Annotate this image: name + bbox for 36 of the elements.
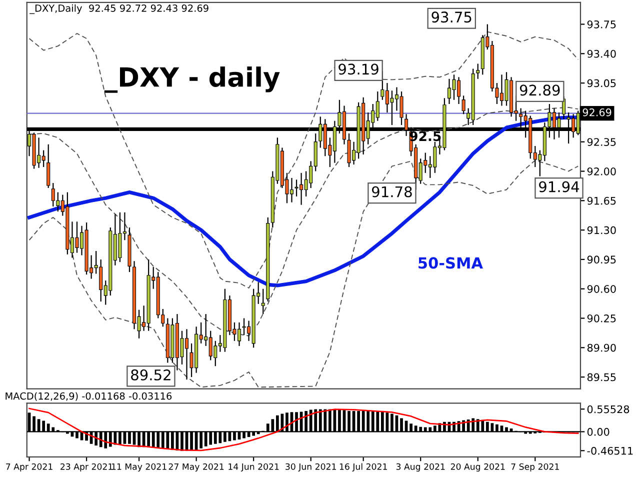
y-tick-label: 90.25 — [587, 314, 616, 322]
text: 50-SMA — [418, 257, 483, 269]
y-tick-label: 93.75 — [587, 20, 616, 28]
y-tick-label: 89.90 — [587, 344, 616, 352]
y-tick-label: 0.55528 — [587, 405, 630, 414]
y-tick-label: 0.00 — [587, 428, 610, 436]
ref-line-label: 92.69 — [582, 108, 612, 116]
annotation: 91.78 — [372, 186, 412, 198]
x-tick-label: 27 May 2021 — [168, 463, 224, 472]
x-tick-label: 16 Jul 2021 — [340, 463, 387, 472]
y-tick-label: 92.35 — [587, 138, 616, 146]
annotation: _DXY,Daily 92.45 92.72 92.43 92.69 — [30, 4, 208, 14]
x-tick-label: 7 Sep 2021 — [511, 463, 559, 472]
y-tick-label: 91.30 — [587, 226, 616, 234]
x-tick-label: 23 Apr 2021 — [60, 463, 112, 472]
x-tick-label: 11 May 2021 — [112, 463, 166, 472]
annotation: 93.75 — [432, 12, 472, 23]
y-tick-label: 92.00 — [587, 167, 616, 176]
x-tick-label: 30 Jun 2021 — [286, 463, 336, 472]
annotation: 93.19 — [338, 64, 378, 75]
annotation: 89.52 — [131, 369, 170, 380]
annotation: 92.89 — [520, 84, 560, 96]
x-tick-label: 20 Aug 2021 — [450, 463, 505, 472]
annotation: 91.94 — [539, 181, 580, 192]
y-tick-label: 90.60 — [587, 285, 616, 293]
y-tick-label: 93.40 — [587, 50, 616, 58]
text: _DXY - daily — [104, 66, 280, 93]
y-tick-label: -0.46511 — [587, 446, 633, 455]
y-tick-label: 91.65 — [587, 196, 616, 205]
chart-title: MACD(12,26,9) -0.01168 -0.03116 — [6, 392, 172, 401]
y-tick-label: 93.05 — [587, 79, 616, 88]
x-tick-label: 14 Jun 2021 — [228, 463, 279, 472]
y-tick-label: 90.95 — [587, 256, 616, 264]
y-tick-label: 89.55 — [587, 373, 616, 382]
x-tick-label: 3 Aug 2021 — [396, 463, 445, 472]
x-tick-label: 7 Apr 2021 — [6, 463, 52, 472]
